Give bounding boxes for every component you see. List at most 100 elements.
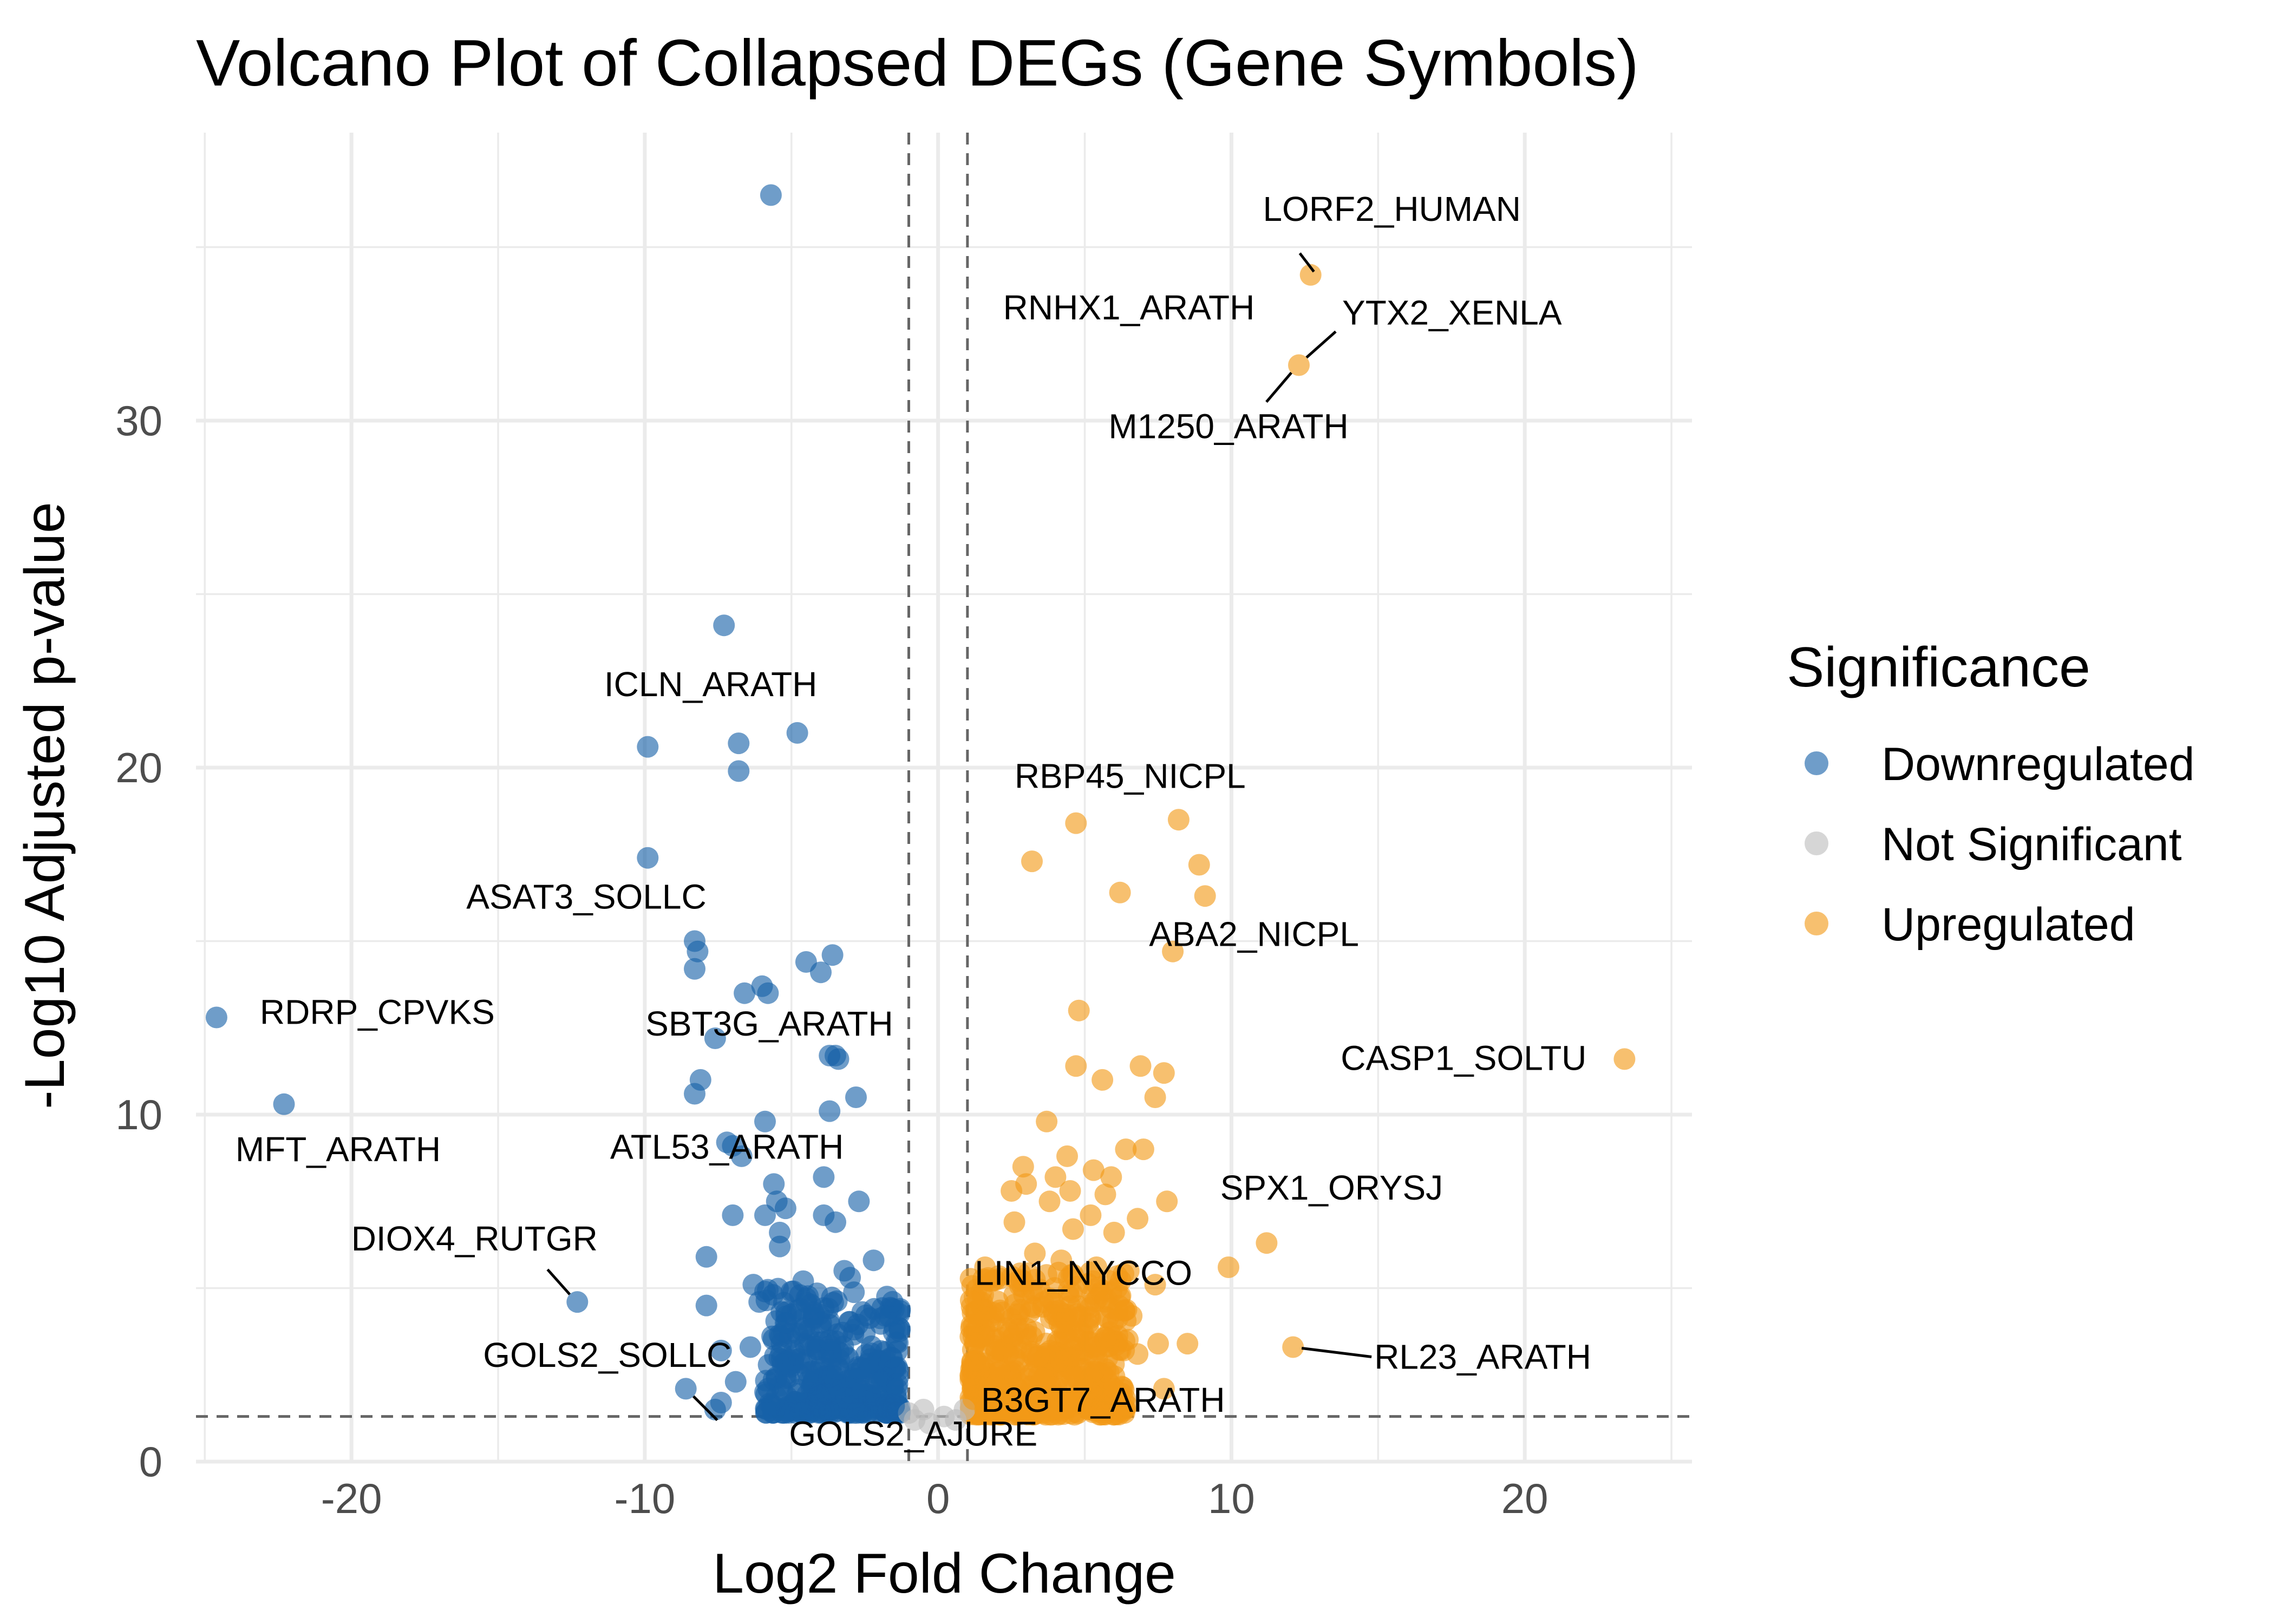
point-upregulated xyxy=(1062,1263,1084,1286)
legend-entry-label: Upregulated xyxy=(1881,899,2135,951)
gene-label: RNHX1_ARATH xyxy=(1003,288,1255,327)
point-downregulated xyxy=(862,1249,885,1272)
point-upregulated xyxy=(959,1289,982,1312)
point-downregulated xyxy=(748,1291,770,1313)
point-downregulated xyxy=(798,1319,820,1341)
point-upregulated xyxy=(989,1360,1011,1383)
point-upregulated xyxy=(1613,1048,1636,1070)
y-tick-label: 20 xyxy=(115,744,162,791)
point-upregulated xyxy=(1094,1183,1116,1206)
point-upregulated xyxy=(1008,1372,1030,1394)
point-downregulated xyxy=(760,184,782,206)
point-downregulated xyxy=(754,1204,776,1226)
point-downregulated xyxy=(868,1350,891,1372)
point-downregulated xyxy=(848,1190,870,1213)
point-upregulated xyxy=(1129,1055,1152,1077)
legend-key xyxy=(1805,751,1828,775)
point-downregulated xyxy=(819,1100,841,1122)
point-upregulated xyxy=(1050,1350,1073,1372)
point-downregulated xyxy=(833,1343,855,1365)
legend-title: Significance xyxy=(1787,636,2090,699)
point-downregulated xyxy=(826,1290,848,1312)
x-axis-title: Log2 Fold Change xyxy=(713,1542,1176,1605)
point-upregulated xyxy=(1003,1211,1025,1233)
x-tick-label: -10 xyxy=(615,1475,676,1522)
point-downregulated xyxy=(874,1305,897,1327)
point-downregulated xyxy=(819,1329,841,1351)
y-axis-title: -Log10 Adjusted p-value xyxy=(14,502,76,1109)
point-downregulated xyxy=(684,1083,705,1105)
point-upregulated xyxy=(974,1398,996,1420)
point-upregulated xyxy=(1080,1204,1102,1226)
gene-label: SPX1_ORYSJ xyxy=(1220,1168,1443,1207)
gene-label: YTX2_XENLA xyxy=(1342,293,1562,332)
point-downregulated xyxy=(757,982,779,1004)
point-downregulated xyxy=(273,1093,295,1115)
x-tick-label: 10 xyxy=(1208,1475,1255,1522)
point-upregulated xyxy=(1282,1336,1304,1358)
point-upregulated xyxy=(1103,1221,1125,1243)
point-upregulated xyxy=(1042,1291,1063,1313)
point-downregulated xyxy=(821,944,844,966)
point-upregulated xyxy=(1115,1138,1137,1161)
point-upregulated xyxy=(1065,812,1087,834)
gene-label: M1250_ARATH xyxy=(1108,407,1348,446)
label-leader-line xyxy=(1265,371,1292,403)
legend-entry-label: Downregulated xyxy=(1881,738,2194,790)
gene-label: RL23_ARATH xyxy=(1374,1337,1591,1376)
label-leader-line xyxy=(1305,330,1337,359)
point-downregulated xyxy=(769,1235,791,1258)
label-leader-line xyxy=(1301,1346,1372,1358)
point-downregulated xyxy=(724,1371,747,1393)
point-upregulated xyxy=(1003,1325,1025,1347)
point-downregulated xyxy=(839,1395,861,1417)
grid-lines xyxy=(196,133,1692,1464)
point-downregulated xyxy=(728,732,750,755)
point-upregulated xyxy=(1086,1256,1108,1278)
point-upregulated xyxy=(1256,1232,1278,1254)
point-downregulated xyxy=(734,982,756,1004)
point-upregulated xyxy=(1068,999,1090,1021)
point-upregulated xyxy=(1156,1190,1178,1213)
point-upregulated xyxy=(1167,809,1190,831)
point-upregulated xyxy=(1299,264,1322,286)
x-axis-ticks: -20 -10 0 10 20 xyxy=(321,1475,1548,1522)
point-upregulated xyxy=(1024,1242,1046,1265)
point-upregulated xyxy=(1094,1329,1116,1351)
point-downregulated xyxy=(675,1378,697,1400)
gene-label: B3GT7_ARATH xyxy=(981,1380,1225,1419)
point-downregulated xyxy=(754,1381,776,1403)
point-upregulated xyxy=(1065,1055,1087,1077)
point-downregulated xyxy=(780,1280,802,1302)
point-upregulated xyxy=(1188,854,1210,876)
x-tick-label: -20 xyxy=(321,1475,382,1522)
x-tick-label: 20 xyxy=(1501,1475,1548,1522)
label-leader-lines xyxy=(546,252,1372,1422)
point-upregulated xyxy=(1153,1062,1175,1084)
gene-label: DIOX4_RUTGR xyxy=(351,1219,598,1258)
point-upregulated xyxy=(1062,1218,1084,1240)
point-upregulated xyxy=(1065,1385,1087,1407)
point-upregulated xyxy=(1177,1333,1199,1355)
point-downregulated xyxy=(637,736,659,758)
point-upregulated xyxy=(1106,1277,1128,1299)
gene-label: LORF2_HUMAN xyxy=(1263,189,1521,228)
point-upregulated xyxy=(1109,881,1131,903)
point-upregulated xyxy=(1127,1208,1149,1230)
x-tick-label: 0 xyxy=(926,1475,950,1522)
point-downregulated xyxy=(862,1388,885,1410)
legend-entry-label: Not Significant xyxy=(1881,818,2182,870)
point-upregulated xyxy=(1100,1166,1122,1188)
point-downregulated xyxy=(789,1298,811,1320)
y-tick-label: 0 xyxy=(139,1438,162,1485)
point-downregulated xyxy=(825,1211,846,1233)
point-upregulated xyxy=(1121,1305,1143,1327)
point-downregulated xyxy=(704,1398,726,1420)
point-upregulated xyxy=(1162,940,1184,962)
point-upregulated xyxy=(1012,1392,1034,1413)
point-upregulated xyxy=(1082,1360,1105,1383)
point-upregulated xyxy=(1071,1322,1093,1344)
point-downregulated xyxy=(695,1294,717,1317)
point-downregulated xyxy=(763,1402,785,1424)
